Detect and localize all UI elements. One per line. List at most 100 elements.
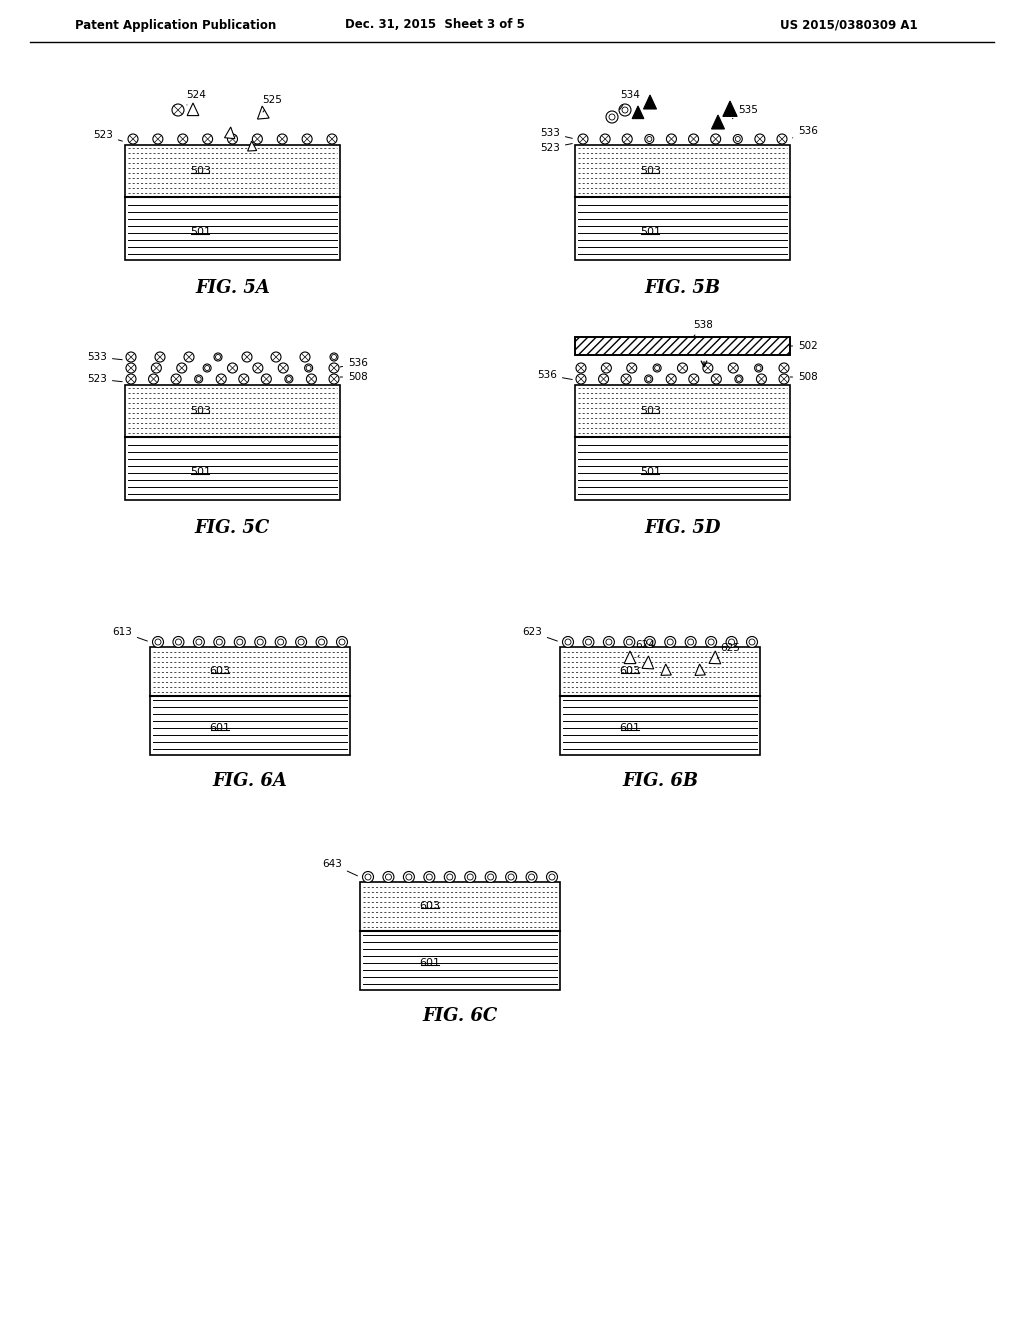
Circle shape [298, 639, 304, 645]
Polygon shape [632, 106, 644, 119]
Circle shape [406, 874, 412, 880]
Bar [560, 647, 760, 755]
Circle shape [526, 871, 537, 883]
Circle shape [194, 636, 205, 648]
Circle shape [756, 366, 761, 371]
Text: Dec. 31, 2015  Sheet 3 of 5: Dec. 31, 2015 Sheet 3 of 5 [345, 18, 525, 32]
Polygon shape [643, 95, 656, 110]
Text: 538: 538 [693, 319, 713, 337]
Circle shape [733, 135, 742, 144]
Bar [360, 882, 560, 990]
Text: 613: 613 [112, 627, 147, 642]
Circle shape [646, 376, 651, 381]
Circle shape [385, 874, 391, 880]
Circle shape [735, 375, 742, 383]
Circle shape [645, 135, 654, 144]
Circle shape [668, 639, 673, 645]
Text: 625: 625 [717, 643, 740, 659]
Text: 536: 536 [537, 370, 572, 380]
Circle shape [255, 636, 265, 648]
Text: 523: 523 [93, 129, 122, 141]
Bar [575, 337, 790, 355]
Circle shape [465, 871, 476, 883]
Bar [575, 145, 790, 260]
Text: FIG. 5B: FIG. 5B [644, 279, 721, 297]
Circle shape [647, 136, 652, 141]
Circle shape [728, 639, 734, 645]
Circle shape [175, 639, 181, 645]
Circle shape [606, 111, 618, 123]
Circle shape [215, 355, 220, 359]
Circle shape [485, 871, 497, 883]
Circle shape [487, 874, 494, 880]
Text: 523: 523 [540, 143, 572, 153]
Polygon shape [257, 106, 269, 119]
Circle shape [709, 639, 714, 645]
Text: 535: 535 [732, 106, 758, 119]
Text: 502: 502 [790, 341, 818, 351]
Circle shape [296, 636, 306, 648]
Circle shape [205, 366, 210, 371]
Circle shape [339, 639, 345, 645]
Circle shape [647, 639, 652, 645]
Circle shape [749, 639, 755, 645]
Circle shape [337, 636, 347, 648]
Polygon shape [712, 115, 725, 129]
Circle shape [624, 636, 635, 648]
Text: 533: 533 [87, 352, 122, 362]
Circle shape [654, 366, 659, 371]
Polygon shape [248, 141, 257, 150]
Circle shape [155, 639, 161, 645]
Circle shape [287, 376, 292, 381]
Circle shape [665, 636, 676, 648]
Circle shape [278, 639, 284, 645]
Bar [575, 385, 790, 500]
Circle shape [203, 364, 211, 372]
Circle shape [275, 636, 286, 648]
Circle shape [735, 136, 740, 141]
Circle shape [645, 375, 652, 383]
Circle shape [173, 636, 184, 648]
Circle shape [506, 871, 517, 883]
Text: US 2015/0380309 A1: US 2015/0380309 A1 [780, 18, 918, 32]
Text: FIG. 5A: FIG. 5A [195, 279, 270, 297]
Circle shape [237, 639, 243, 645]
Circle shape [195, 375, 203, 383]
Text: FIG. 5D: FIG. 5D [644, 519, 721, 537]
Circle shape [216, 639, 222, 645]
Circle shape [726, 636, 737, 648]
Polygon shape [224, 127, 234, 139]
Text: 603: 603 [420, 902, 440, 911]
Circle shape [685, 636, 696, 648]
Bar [575, 337, 790, 355]
Circle shape [365, 874, 371, 880]
Circle shape [508, 874, 514, 880]
Polygon shape [695, 664, 706, 676]
Circle shape [285, 375, 293, 383]
Circle shape [603, 636, 614, 648]
Text: 524: 524 [186, 90, 206, 106]
Circle shape [609, 114, 615, 120]
Text: 508: 508 [340, 372, 368, 381]
Circle shape [444, 871, 456, 883]
Text: 503: 503 [640, 405, 660, 416]
Polygon shape [625, 651, 636, 664]
Text: 601: 601 [420, 958, 440, 969]
Text: 624: 624 [635, 640, 655, 657]
Text: 503: 503 [189, 405, 211, 416]
Text: 623: 623 [522, 627, 557, 642]
Circle shape [746, 636, 758, 648]
Circle shape [736, 376, 741, 381]
Text: 508: 508 [790, 372, 818, 381]
Circle shape [318, 639, 325, 645]
Circle shape [622, 107, 628, 114]
Text: 533: 533 [540, 128, 572, 139]
Circle shape [565, 639, 571, 645]
Text: 501: 501 [189, 227, 211, 236]
Circle shape [304, 364, 312, 372]
Text: 501: 501 [640, 227, 660, 236]
Circle shape [586, 639, 592, 645]
Text: FIG. 6A: FIG. 6A [213, 772, 288, 789]
Circle shape [196, 639, 202, 645]
Polygon shape [723, 102, 737, 116]
